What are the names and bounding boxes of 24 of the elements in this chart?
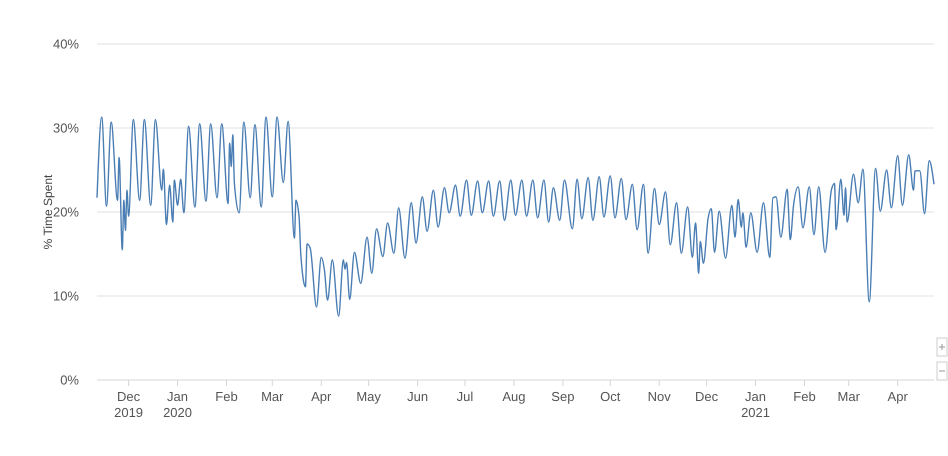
x-tick-label: Nov [648, 389, 672, 404]
x-tick-label: Jul [456, 389, 474, 404]
x-tick-label: Sep [551, 389, 574, 404]
x-tick-label: Feb [215, 389, 238, 404]
x-tick-label: May [356, 389, 382, 404]
x-tick-label: Mar [838, 389, 861, 404]
line-series [96, 116, 935, 317]
y-tick-label: 40% [52, 36, 80, 52]
y-axis-title: % Time Spent [41, 174, 55, 250]
x-tick-label: Apr [888, 389, 908, 404]
y-tick-label: 0% [60, 372, 80, 388]
x-tick-label: Feb [793, 389, 816, 404]
x-tick-label: Jan 2021 [741, 389, 770, 420]
x-tick-label: Dec [695, 389, 719, 404]
x-tick-label: Dec 2019 [114, 389, 144, 420]
y-tick-label: 20% [52, 204, 80, 220]
y-tick-label: 30% [52, 120, 80, 136]
x-tick-label: Apr [311, 389, 332, 404]
x-tick-label: Oct [600, 389, 621, 404]
x-tick-label: Jan 2020 [163, 389, 192, 420]
y-tick-label: 10% [52, 288, 80, 304]
x-tick-label: Mar [261, 389, 284, 404]
x-tick-label: Jun [407, 389, 428, 404]
x-tick-label: Aug [502, 389, 526, 404]
